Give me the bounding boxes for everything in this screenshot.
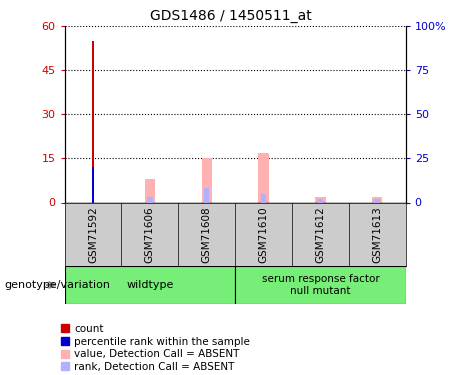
Bar <box>318 199 323 202</box>
Text: GDS1486 / 1450511_at: GDS1486 / 1450511_at <box>150 9 311 23</box>
Bar <box>259 153 269 203</box>
Bar <box>235 266 406 304</box>
Text: GSM71608: GSM71608 <box>201 206 212 262</box>
Text: GSM71610: GSM71610 <box>259 206 269 262</box>
Bar <box>315 196 325 202</box>
Bar <box>204 188 209 202</box>
Bar <box>145 179 155 203</box>
Text: serum response factor
null mutant: serum response factor null mutant <box>261 274 379 296</box>
Text: GSM71612: GSM71612 <box>315 206 325 263</box>
Bar <box>201 158 212 203</box>
Bar <box>92 167 94 202</box>
Text: GSM71592: GSM71592 <box>88 206 98 263</box>
Bar <box>92 41 94 203</box>
Text: wildtype: wildtype <box>126 280 173 290</box>
Text: GSM71606: GSM71606 <box>145 206 155 262</box>
Text: GSM71613: GSM71613 <box>372 206 382 263</box>
Bar <box>65 266 235 304</box>
Text: genotype/variation: genotype/variation <box>5 280 111 290</box>
Bar <box>372 196 382 202</box>
Legend: count, percentile rank within the sample, value, Detection Call = ABSENT, rank, : count, percentile rank within the sample… <box>60 324 250 372</box>
Bar <box>374 199 380 202</box>
Bar <box>147 197 153 202</box>
Bar <box>261 194 266 202</box>
